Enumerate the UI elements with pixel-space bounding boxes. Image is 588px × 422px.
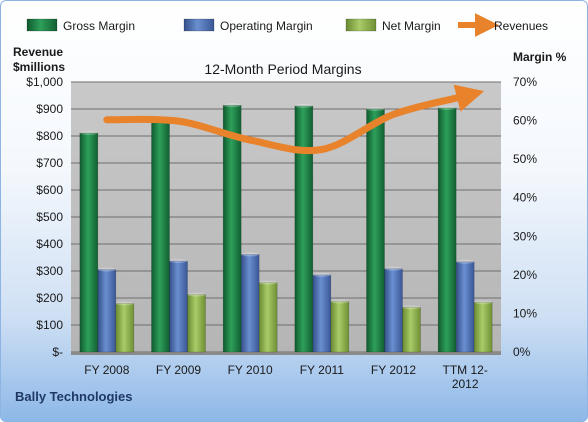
bar-operating-margin — [455, 261, 475, 353]
left-axis-label-line2: $millions — [13, 60, 65, 74]
legend-swatch-operating-margin — [183, 18, 215, 32]
right-tick-label: 40% — [513, 191, 537, 205]
bar-gross-margin — [79, 132, 99, 353]
bar-top-cap — [79, 130, 98, 135]
bar-top-cap — [187, 292, 206, 297]
left-tick-label: $300 — [36, 264, 63, 278]
bar-top-cap — [330, 299, 349, 304]
right-tick-label: 30% — [513, 229, 537, 243]
right-tick-label: 60% — [513, 114, 537, 128]
category-label: FY 2012 — [371, 363, 416, 377]
bar-operating-margin — [169, 260, 188, 353]
bar-top-cap — [366, 107, 385, 111]
legend-swatch-gross-margin — [26, 18, 58, 32]
category-label: FY 2009 — [156, 363, 201, 377]
right-axis-label: Margin % — [513, 50, 567, 64]
category-label: FY 2010 — [228, 363, 273, 377]
left-tick-label: $700 — [36, 156, 63, 170]
left-tick-label: $1,000 — [26, 75, 63, 89]
bar-top-cap — [402, 305, 421, 310]
left-tick-label: $100 — [36, 318, 63, 332]
category-label: FY 2011 — [300, 363, 345, 377]
bar-top-cap — [438, 105, 457, 110]
plot-area: $- $100 $200 $300 $400 $500 $600 $700 $800 $900 $1… — [26, 75, 537, 391]
bar-operating-margin — [312, 274, 332, 353]
company-name: Bally Technologies — [15, 389, 133, 404]
bar-operating-margin — [240, 254, 260, 353]
legend-label: Net Margin — [382, 19, 441, 33]
bar-operating-margin — [97, 269, 117, 353]
left-tick-label: $800 — [36, 129, 63, 143]
left-tick-label: $900 — [36, 102, 63, 116]
legend-label: Operating Margin — [220, 19, 313, 33]
bar-gross-margin — [437, 107, 457, 353]
bar-gross-margin — [366, 108, 385, 353]
left-tick-label: $400 — [36, 237, 63, 251]
bar-net-margin — [187, 294, 206, 353]
legend-swatch-net-margin — [345, 18, 377, 32]
left-axis-label-line1: Revenue — [13, 45, 63, 59]
bar-gross-margin — [151, 117, 170, 353]
bar-top-cap — [241, 252, 260, 257]
chart-title: 12-Month Period Margins — [204, 61, 361, 77]
right-tick-label: 70% — [513, 75, 537, 89]
bar-top-cap — [223, 103, 242, 108]
legend-label: Gross Margin — [63, 19, 135, 33]
legend: Gross Margin Operating Margin Net Margin Re… — [26, 13, 548, 37]
bar-top-cap — [115, 301, 134, 306]
right-tick-label: 10% — [513, 306, 537, 320]
bar-top-cap — [456, 259, 475, 264]
category-label: TTM 12- — [442, 363, 487, 377]
bar-net-margin — [330, 301, 350, 353]
category-label: 2012 — [452, 377, 479, 391]
left-tick-label: $200 — [36, 291, 63, 305]
bar-gross-margin — [294, 105, 314, 353]
category-label: FY 2008 — [84, 363, 129, 377]
bar-top-cap — [474, 300, 493, 305]
bar-top-cap — [294, 103, 313, 108]
bar-net-margin — [258, 282, 278, 353]
right-tick-label: 50% — [513, 152, 537, 166]
bar-net-margin — [115, 303, 135, 353]
bar-top-cap — [259, 280, 278, 285]
left-tick-label: $- — [52, 345, 63, 359]
bar-top-cap — [169, 258, 188, 263]
bar-net-margin — [402, 306, 421, 353]
bar-top-cap — [97, 267, 116, 272]
bar-operating-margin — [384, 268, 403, 353]
right-tick-label: 0% — [513, 345, 531, 359]
plot-floor — [71, 352, 501, 355]
legend-label: Revenues — [494, 19, 548, 33]
left-tick-label: $500 — [36, 210, 63, 224]
left-tick-label: $600 — [36, 183, 63, 197]
right-tick-label: 20% — [513, 268, 537, 282]
revenue-line — [103, 84, 485, 155]
bar-net-margin — [473, 301, 493, 353]
bar-top-cap — [384, 266, 403, 271]
bar-top-cap — [312, 272, 331, 277]
bar-gross-margin — [222, 104, 242, 353]
